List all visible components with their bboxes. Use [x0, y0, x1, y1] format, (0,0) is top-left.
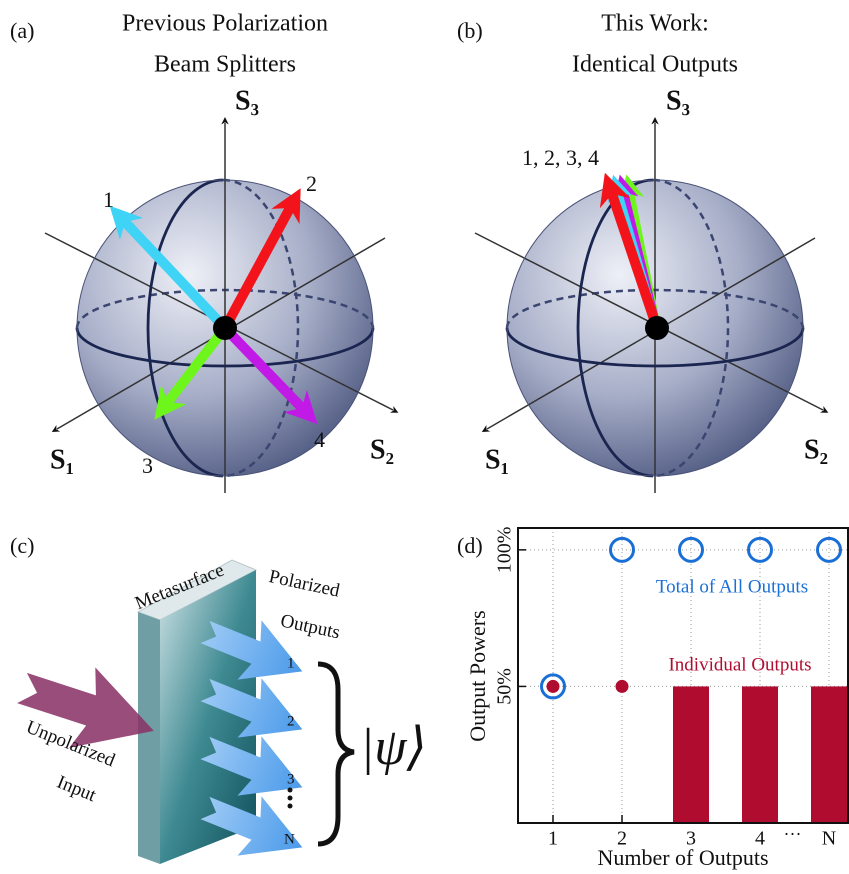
output-label: 3	[287, 771, 295, 787]
poincare-sphere	[45, 123, 393, 493]
output-label: 1	[287, 655, 295, 671]
panel-title: This Work:	[601, 11, 709, 37]
ring	[818, 538, 841, 561]
legend-entry: Individual Outputs	[668, 654, 811, 675]
state-label: |ψ⟩	[360, 719, 427, 776]
axis-label: S₃	[666, 85, 690, 116]
origin-dot	[213, 316, 237, 340]
panel-title: Previous Polarization	[122, 11, 328, 37]
axis-label: S₂	[370, 434, 394, 465]
arrow-label: 2	[306, 171, 317, 196]
ring	[749, 538, 772, 561]
brace	[318, 664, 354, 844]
arrow-label: 1	[103, 187, 114, 212]
y-tick-label: 100%	[494, 527, 516, 574]
y-tick-label: 50%	[494, 668, 516, 705]
x-ellipsis: ···	[784, 824, 802, 844]
x-tick-label: 1	[548, 828, 558, 850]
y-axis-title: Output Powers	[465, 610, 490, 741]
vertical-dots	[288, 788, 293, 809]
panel-label: (b)	[457, 18, 483, 43]
output-label: N	[284, 831, 295, 847]
bar	[742, 686, 778, 823]
axis-label: S₂	[804, 434, 828, 465]
point	[616, 680, 629, 693]
output-title: Outputs	[279, 610, 342, 643]
x-tick-label: N	[822, 828, 836, 850]
arrow-label: 3	[142, 453, 153, 478]
point	[547, 680, 560, 693]
x-axis-title: Number of Outputs	[597, 845, 768, 870]
panel-label: (d)	[457, 533, 483, 558]
axis-label: S₁	[485, 444, 509, 475]
figure: (a) Previous Polarization Beam Splitters…	[0, 0, 849, 874]
axis-label: S₃	[235, 85, 259, 116]
axis-label: S₁	[50, 444, 74, 475]
panel-label: (a)	[10, 18, 34, 43]
panel-title: Beam Splitters	[154, 52, 296, 78]
legend-entry: Total of All Outputs	[656, 576, 808, 597]
origin-dot	[645, 316, 669, 340]
output-title: Polarized	[267, 566, 342, 602]
panel-title: Identical Outputs	[572, 52, 738, 78]
arrow-label: 4	[314, 427, 325, 452]
input-title: Input	[54, 772, 100, 807]
slab-side	[138, 612, 160, 864]
bar	[811, 686, 847, 823]
panel-label: (c)	[10, 533, 34, 558]
bar	[673, 686, 709, 823]
output-label: 2	[287, 713, 295, 729]
arrow-label: 1, 2, 3, 4	[522, 145, 599, 170]
